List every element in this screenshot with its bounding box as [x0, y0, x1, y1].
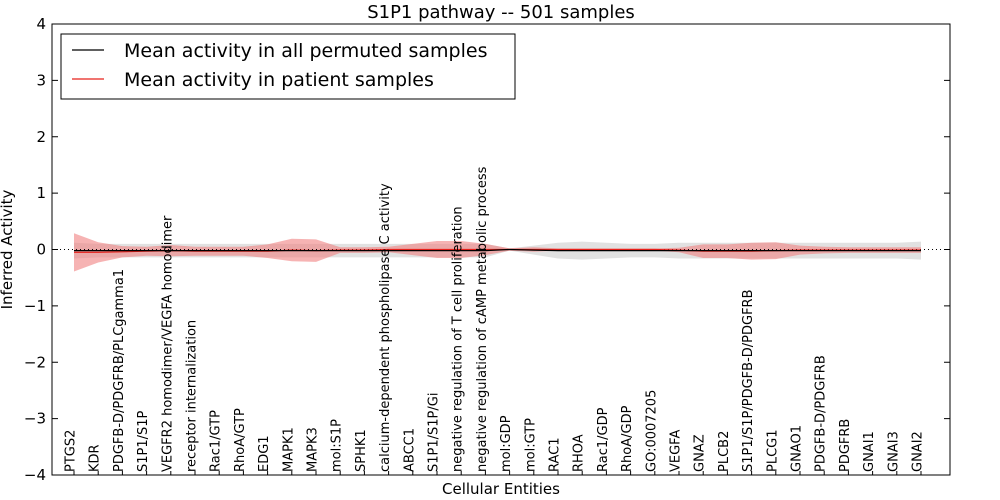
legend-label: Mean activity in all permuted samples — [124, 40, 487, 62]
x-tick-label: negative regulation of T cell proliferat… — [451, 206, 466, 472]
x-tick-label: PTGS2 — [64, 430, 79, 472]
x-tick-label: S1P1/S1P — [136, 410, 151, 472]
series-line-permuted — [74, 248, 921, 252]
x-tick-label: Rac1/GTP — [209, 410, 224, 472]
y-tick-label: −4 — [24, 466, 46, 484]
x-tick-label: MAPK3 — [306, 427, 321, 472]
series-lines — [74, 248, 921, 253]
x-tick-label: PDGFRB — [838, 419, 853, 472]
y-tick-label: −3 — [24, 410, 46, 428]
x-tick-label: GNAI3 — [886, 431, 901, 472]
x-tick-label: VEGFR2 homodimer/VEGFA homodimer — [160, 215, 175, 472]
x-tick-label: mol:S1P — [330, 419, 345, 472]
x-tick-label: GNAI1 — [862, 431, 877, 472]
x-tick-label: KDR — [88, 444, 103, 472]
x-tick-label: VEGFA — [669, 430, 684, 472]
x-tick-label: PDGFB-D/PDGFRB/PLCgamma1 — [112, 269, 127, 472]
chart-title: S1P1 pathway -- 501 samples — [367, 2, 635, 23]
legend: Mean activity in all permuted samples Mea… — [60, 33, 516, 100]
legend-label: Mean activity in patient samples — [124, 69, 434, 91]
x-tick-label: PLCG1 — [765, 429, 780, 472]
x-tick-label: S1P1/S1P/Gi — [427, 393, 442, 472]
x-tick-label: S1P1/S1P/PDGFB-D/PDGFRB — [741, 289, 756, 472]
y-tick-label: −2 — [24, 353, 46, 371]
x-tick-label: EDG1 — [257, 435, 272, 472]
x-tick-label: negative regulation of cAMP metabolic pr… — [475, 166, 490, 472]
confidence-band-patient — [74, 233, 921, 272]
confidence-bands — [74, 233, 921, 272]
x-tick-label: calcium-dependent phospholipase C activi… — [378, 183, 393, 472]
y-tick-label: 1 — [36, 184, 46, 202]
x-tick-label: RHOA — [572, 434, 587, 472]
y-axis-label: Inferred Activity — [0, 189, 16, 309]
x-tick-label: mol:GTP — [523, 418, 538, 472]
x-tick-labels: PTGS2 KDR PDGFB-D/PDGFRB/PLCgamma1 S1P1/S1P… — [64, 166, 926, 475]
x-tick-label: RhoA/GTP — [233, 408, 248, 472]
x-tick-label: GO:0007205 — [644, 390, 659, 472]
x-tick-label: PLCB2 — [717, 431, 732, 472]
x-tick-label: GNAI2 — [911, 431, 926, 472]
x-tick-label: RhoA/GDP — [620, 405, 635, 472]
y-axis-ticks: −4 −3 −2 −1 0 1 2 3 4 — [24, 15, 950, 484]
x-tick-label: RAC1 — [548, 437, 563, 472]
y-tick-label: 2 — [36, 128, 46, 146]
x-tick-label: Rac1/GDP — [596, 407, 611, 472]
y-tick-label: 3 — [36, 71, 46, 89]
x-axis-label: Cellular Entities — [442, 480, 560, 498]
x-tick-label: SPHK1 — [354, 429, 369, 472]
y-tick-label: 0 — [36, 241, 46, 259]
x-tick-label: MAPK1 — [281, 427, 296, 472]
x-tick-label: GNAO1 — [790, 425, 805, 472]
legend-box — [60, 33, 516, 100]
x-tick-label: ABCC1 — [402, 428, 417, 472]
x-tick-label: PDGFB-D/PDGFRB — [814, 355, 829, 472]
x-tick-label: GNAZ — [693, 434, 708, 472]
y-tick-label: 4 — [36, 15, 46, 33]
x-tick-label: mol:GDP — [499, 415, 514, 472]
y-tick-label: −1 — [24, 297, 46, 315]
x-tick-label: receptor internalization — [185, 320, 200, 472]
